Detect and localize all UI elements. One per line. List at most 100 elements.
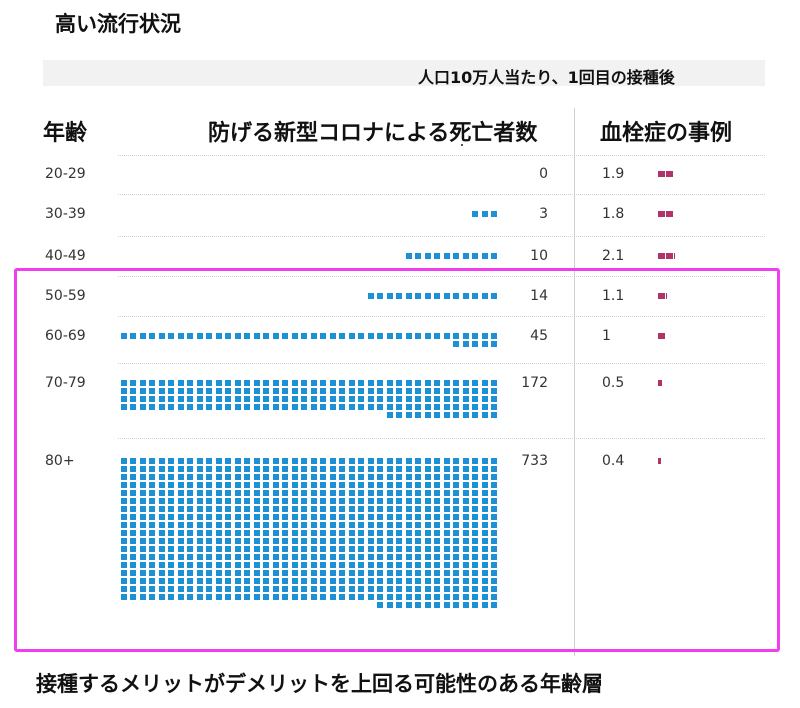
death-dot <box>234 333 241 339</box>
death-dot <box>253 388 260 394</box>
death-dot <box>158 522 165 528</box>
death-dot <box>301 578 307 584</box>
header-deaths: 防げる新型コロナによる死亡者数 <box>208 121 538 146</box>
death-dot <box>168 530 174 536</box>
death-dot <box>415 530 421 536</box>
death-dot <box>168 458 174 464</box>
death-dot <box>472 341 478 347</box>
clot-bar <box>658 458 662 464</box>
death-dot <box>491 388 497 394</box>
death-dot <box>453 562 459 568</box>
death-dot <box>272 586 279 592</box>
death-dot <box>358 514 364 520</box>
death-dot <box>386 594 393 600</box>
death-dot <box>462 570 469 576</box>
death-dot <box>462 602 469 608</box>
death-dot <box>358 380 364 386</box>
death-dot <box>424 388 431 394</box>
death-dot <box>282 594 288 600</box>
death-dot <box>386 522 393 528</box>
death-dot <box>282 522 288 528</box>
death-dot <box>187 594 193 600</box>
death-dot <box>282 388 288 394</box>
death-dot <box>472 554 478 560</box>
death-dot <box>377 498 383 504</box>
death-dot <box>120 466 127 472</box>
death-dot <box>225 404 231 410</box>
death-dot <box>367 522 374 528</box>
death-dot <box>339 586 345 592</box>
death-dot <box>244 474 250 480</box>
death-dot <box>377 562 383 568</box>
death-dot <box>310 570 317 576</box>
death-dot <box>158 578 165 584</box>
death-dot <box>244 458 250 464</box>
death-dot <box>405 490 412 496</box>
death-dot <box>177 458 184 464</box>
column-divider <box>574 108 575 656</box>
death-dot <box>187 586 193 592</box>
death-dot <box>481 380 488 386</box>
death-dot <box>453 522 459 528</box>
death-dot <box>462 388 469 394</box>
death-dot <box>187 562 193 568</box>
death-dot <box>291 578 298 584</box>
death-dot <box>291 333 298 339</box>
death-dot <box>377 522 383 528</box>
death-dot <box>120 530 127 536</box>
death-dot <box>415 404 421 410</box>
death-dot <box>443 554 450 560</box>
death-dot <box>396 578 402 584</box>
death-dot <box>358 578 364 584</box>
death-dot <box>215 546 222 552</box>
death-dot <box>291 570 298 576</box>
death-dot <box>234 514 241 520</box>
death-dot <box>168 474 174 480</box>
death-dot <box>358 458 364 464</box>
death-dot <box>168 586 174 592</box>
death-dot <box>434 514 440 520</box>
death-dot <box>225 333 231 339</box>
death-dot <box>358 530 364 536</box>
death-dot <box>434 404 440 410</box>
death-dot <box>215 333 222 339</box>
death-dot <box>396 538 402 544</box>
clot-segment <box>658 253 665 259</box>
header-age: 年齢 <box>43 121 88 146</box>
death-dot <box>491 341 497 347</box>
death-dot <box>282 562 288 568</box>
clots-value: 1 <box>602 328 611 344</box>
death-dot <box>443 506 450 512</box>
death-dot <box>491 562 497 568</box>
death-dot <box>139 458 146 464</box>
death-dot <box>405 458 412 464</box>
death-dot <box>244 570 250 576</box>
death-dot <box>225 388 231 394</box>
death-dot <box>263 586 269 592</box>
death-dot <box>377 380 383 386</box>
death-dot <box>453 474 459 480</box>
death-dot <box>168 522 174 528</box>
death-dot <box>196 466 203 472</box>
death-dot <box>320 522 326 528</box>
death-dot <box>424 602 431 608</box>
death-dot <box>272 570 279 576</box>
death-dot <box>139 490 146 496</box>
clots-value: 2.1 <box>602 248 625 264</box>
death-dot <box>206 570 212 576</box>
death-dot <box>386 570 393 576</box>
death-dot <box>206 514 212 520</box>
death-dot <box>168 562 174 568</box>
death-dot <box>301 522 307 528</box>
death-dot <box>462 554 469 560</box>
death-dot <box>139 404 146 410</box>
death-dot <box>453 498 459 504</box>
death-dot <box>225 490 231 496</box>
death-dot <box>206 562 212 568</box>
death-dot <box>149 530 155 536</box>
death-dot <box>149 522 155 528</box>
death-dot <box>177 333 184 339</box>
death-dot <box>367 578 374 584</box>
death-dot <box>130 404 136 410</box>
death-dot <box>215 404 222 410</box>
